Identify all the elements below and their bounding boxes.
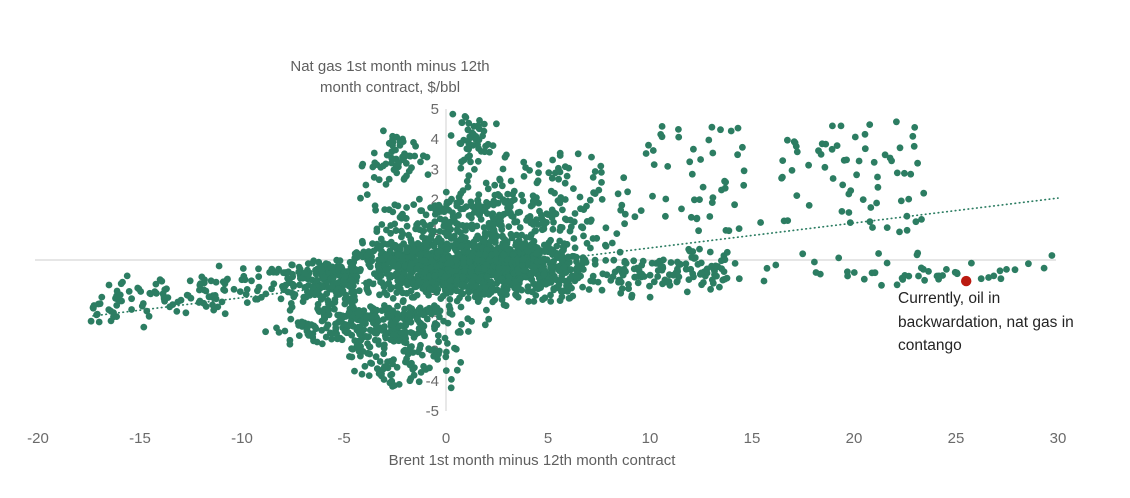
highlight-point-current [961,275,972,287]
current-point-annotation: Currently, oil in backwardation, nat gas… [898,287,1113,358]
svg-text:-15: -15 [129,430,151,447]
svg-text:0: 0 [442,430,450,447]
y-axis-title-line-1: Nat gas 1st month minus 12th [290,58,490,75]
svg-text:2: 2 [431,192,439,209]
svg-text:25: 25 [948,430,965,447]
svg-text:20: 20 [846,430,863,447]
svg-text:-4: -4 [426,373,439,390]
scatter-points [87,110,1056,392]
annotation-line-1: Currently, oil in [898,290,1001,307]
x-axis-tick-labels: -20 -15 -10 -5 0 5 10 15 20 25 30 [27,430,1066,447]
y-axis-title-line-2: month contract, $/bbl [319,79,461,96]
svg-text:15: 15 [744,430,761,447]
svg-text:-5: -5 [337,430,350,447]
svg-text:5: 5 [431,101,439,118]
svg-text:-20: -20 [27,430,49,447]
x-axis-title: Brent 1st month minus 12th month contrac… [388,452,676,469]
svg-text:5: 5 [544,430,552,447]
annotation-line-3: contango [898,337,962,354]
svg-text:10: 10 [642,430,659,447]
svg-text:3: 3 [431,161,439,178]
y-axis-title: Nat gas 1st month minus 12th month contr… [273,56,507,98]
svg-text:-10: -10 [231,430,253,447]
annotation-line-2: backwardation, nat gas in [898,313,1074,331]
svg-text:4: 4 [431,131,439,148]
svg-text:-5: -5 [426,403,439,420]
svg-text:30: 30 [1050,430,1067,447]
